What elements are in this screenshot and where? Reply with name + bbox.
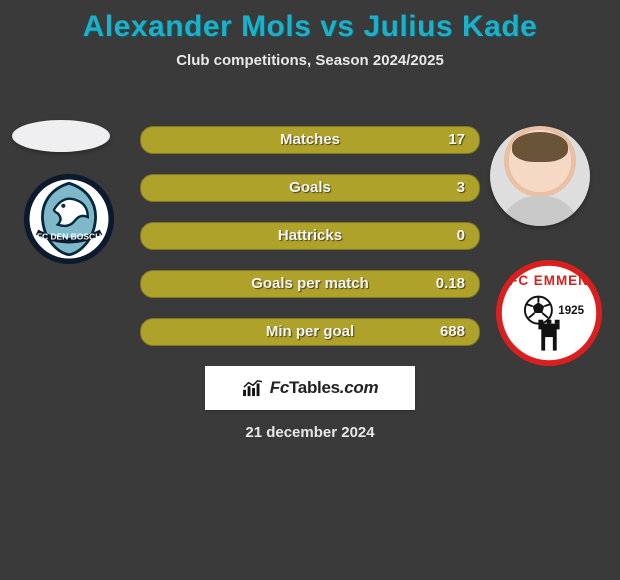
stat-row-goals: Goals 3 (140, 174, 480, 202)
stat-value: 3 (457, 175, 465, 201)
stat-bars: Matches 17 Goals 3 Hattricks 0 Goals per… (140, 126, 480, 366)
stat-value: 688 (440, 319, 465, 345)
comparison-title: Alexander Mols vs Julius Kade (0, 0, 620, 44)
svg-text:FC EMMEN: FC EMMEN (509, 273, 589, 288)
snapshot-date: 21 december 2024 (0, 424, 620, 441)
stat-value: 0.18 (436, 271, 465, 297)
stat-label: Matches (141, 127, 479, 153)
stat-label: Hattricks (141, 223, 479, 249)
stat-label: Goals (141, 175, 479, 201)
stat-value: 0 (457, 223, 465, 249)
stat-label: Goals per match (141, 271, 479, 297)
branding-main: Tables (289, 378, 340, 397)
left-club-crest: FC DEN BOSCH (22, 172, 116, 266)
stat-label: Min per goal (141, 319, 479, 345)
stat-row-min-per-goal: Min per goal 688 (140, 318, 480, 346)
bar-chart-icon (242, 379, 264, 397)
svg-text:FC DEN BOSCH: FC DEN BOSCH (37, 232, 101, 242)
crest-year: 1925 (558, 305, 584, 317)
season-subtitle: Club competitions, Season 2024/2025 (0, 52, 620, 69)
branding-prefix: Fc (270, 378, 289, 397)
avatar-hair (512, 132, 568, 162)
right-club-crest: FC EMMEN 1925 (496, 260, 602, 366)
branding-box: FcTables.com (205, 366, 415, 410)
left-player-avatar (12, 120, 110, 152)
stat-row-hattricks: Hattricks 0 (140, 222, 480, 250)
avatar-shoulders (500, 196, 580, 226)
branding-text: FcTables.com (270, 378, 379, 398)
stat-value: 17 (448, 127, 465, 153)
branding-suffix: .com (340, 378, 378, 397)
stat-row-goals-per-match: Goals per match 0.18 (140, 270, 480, 298)
stat-row-matches: Matches 17 (140, 126, 480, 154)
right-player-avatar (490, 126, 590, 226)
infographic-root: { "title": "Alexander Mols vs Julius Kad… (0, 0, 620, 580)
